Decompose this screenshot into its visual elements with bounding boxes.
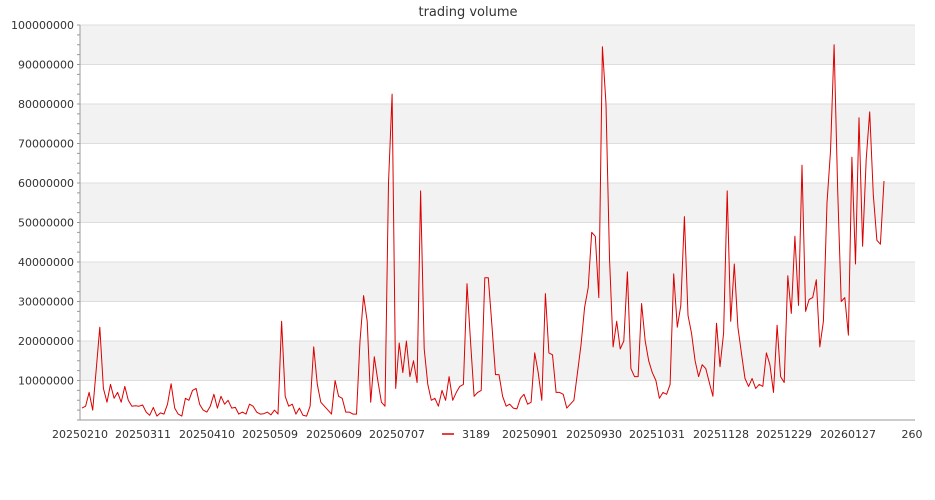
y-tick-labels: 10000000 20000000 30000000 40000000 50000000…: [11, 19, 74, 388]
x-tick-label: 20251031: [629, 428, 685, 441]
y-tick-label: 80000000: [18, 98, 74, 111]
x-tick-label: 20250901: [502, 428, 558, 441]
legend: 3189: [442, 428, 490, 441]
x-tick-label: 260: [902, 428, 923, 441]
series-layer: [81, 44, 885, 417]
x-tick-label: 20251229: [756, 428, 812, 441]
x-tick-label: 20250707: [369, 428, 425, 441]
series-line-3189: [81, 44, 885, 417]
x-tick-label: 20250930: [566, 428, 622, 441]
y-tick-label: 90000000: [18, 59, 74, 72]
x-tick-labels: 20250210 20250311 20250410 20250509 20250609…: [52, 428, 923, 441]
background-band: [80, 183, 915, 223]
y-tick-label: 50000000: [18, 217, 74, 230]
x-tick-label: 20260127: [820, 428, 876, 441]
axes: [77, 24, 915, 421]
y-tick-label: 30000000: [18, 296, 74, 309]
legend-label-3189: 3189: [462, 428, 490, 441]
y-tick-label: 10000000: [18, 375, 74, 388]
y-tick-label: 100000000: [11, 19, 74, 32]
x-tick-label: 20250410: [179, 428, 235, 441]
y-tick-label: 40000000: [18, 256, 74, 269]
chart-title: trading volume: [418, 5, 517, 20]
x-tick-label: 20250509: [242, 428, 298, 441]
x-tick-label: 20251128: [693, 428, 749, 441]
x-tick-label: 20250210: [52, 428, 108, 441]
y-tick-label: 70000000: [18, 138, 74, 151]
background-band: [80, 104, 915, 144]
y-tick-label: 20000000: [18, 335, 74, 348]
background-band: [80, 262, 915, 302]
y-tick-label: 60000000: [18, 177, 74, 190]
x-tick-label: 20250609: [306, 428, 362, 441]
gridlines: [80, 24, 915, 381]
background-band: [80, 25, 915, 65]
x-tick-label: 20250311: [115, 428, 171, 441]
